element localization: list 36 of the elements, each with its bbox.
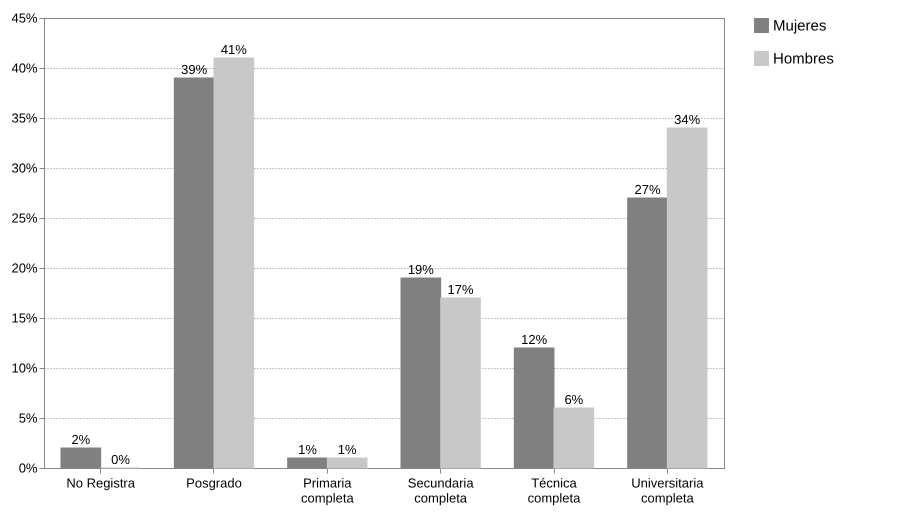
- y-tick-label: 45%: [11, 10, 38, 26]
- y-tick-label: 0%: [18, 460, 38, 476]
- legend-label: Mujeres: [773, 18, 826, 34]
- bar: [214, 58, 254, 468]
- y-tick-label: 35%: [11, 110, 38, 126]
- data-label: 0%: [111, 452, 130, 467]
- x-tick-label: No Registra: [66, 476, 136, 490]
- x-tick-label: Técnica completa: [528, 476, 582, 506]
- bar: [326, 458, 368, 468]
- y-tick-label: 30%: [11, 160, 38, 176]
- y-tick-label: 20%: [11, 260, 38, 276]
- y-tick-label: 15%: [11, 310, 38, 326]
- x-tick-label: Primaria completa: [300, 476, 354, 506]
- data-label: 6%: [564, 392, 584, 407]
- y-tick-label: 5%: [18, 410, 38, 426]
- data-label: 41%: [220, 42, 248, 57]
- y-tick-label: 10%: [11, 360, 38, 376]
- data-label: 1%: [338, 442, 357, 457]
- y-tick-label: 40%: [11, 60, 38, 76]
- data-label: 27%: [634, 182, 661, 197]
- bar: [554, 408, 594, 468]
- legend-label: Hombres: [773, 50, 834, 68]
- x-tick-label: Universitaria completa: [631, 476, 704, 506]
- bar: [666, 128, 708, 468]
- data-label: 1%: [298, 442, 318, 457]
- x-tick-label: Secundaria completa: [408, 476, 474, 506]
- bar: [287, 458, 328, 468]
- data-label: 34%: [674, 112, 701, 127]
- bar: [440, 298, 481, 468]
- data-label: 17%: [447, 282, 474, 297]
- data-label: 39%: [181, 62, 208, 77]
- y-tick-label: 25%: [11, 210, 38, 226]
- data-label: 12%: [521, 332, 548, 347]
- data-label: 2%: [71, 432, 91, 447]
- x-tick-label: Posgrado: [186, 476, 242, 490]
- data-label: 19%: [408, 262, 434, 277]
